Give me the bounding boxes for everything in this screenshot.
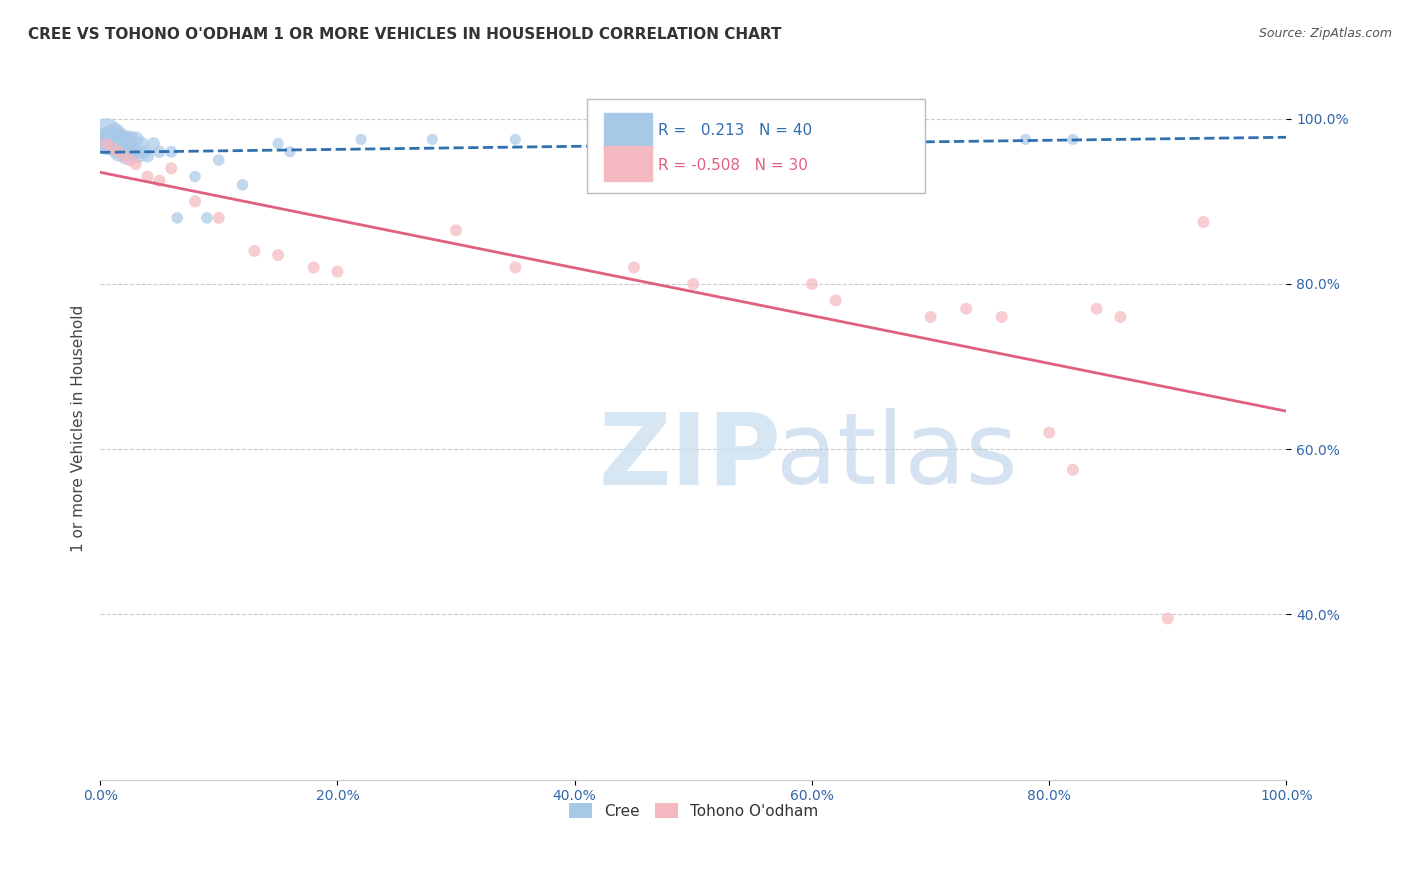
Point [112,132,135,146]
Text: atlas: atlas [776,409,1018,505]
Point [125,145,148,159]
Point [1062,132,1084,146]
Point [505,260,527,275]
Point [160,145,183,159]
Point [148,174,170,188]
Point [208,153,231,167]
Point [101,132,124,146]
Point [420,132,443,146]
Point [184,194,207,209]
Point [112,141,135,155]
Point [121,145,143,159]
Point [682,132,704,146]
Point [94,136,117,151]
Point [107,141,129,155]
Point [94,128,117,143]
Point [505,132,527,146]
Point [160,161,183,176]
Point [243,244,266,258]
Point [1192,215,1215,229]
Point [444,223,467,237]
Point [166,211,188,225]
Text: ZIP: ZIP [599,409,782,505]
Text: CREE VS TOHONO O'ODHAM 1 OR MORE VEHICLES IN HOUSEHOLD CORRELATION CHART: CREE VS TOHONO O'ODHAM 1 OR MORE VEHICLE… [28,27,782,42]
Point [112,149,135,163]
Point [108,145,131,159]
Point [267,136,290,151]
Point [350,132,373,146]
Point [208,211,231,225]
Point [125,157,148,171]
Point [107,132,129,146]
Point [1038,425,1060,440]
Point [136,149,159,163]
FancyBboxPatch shape [605,112,652,148]
Point [195,211,218,225]
Point [824,293,846,308]
Point [1062,463,1084,477]
Point [184,169,207,184]
Point [101,141,124,155]
Point [103,128,125,143]
Y-axis label: 1 or more Vehicles in Household: 1 or more Vehicles in Household [72,305,86,552]
Point [1014,132,1036,146]
FancyBboxPatch shape [586,98,925,194]
Point [231,178,253,192]
Point [127,149,149,163]
Point [118,132,141,146]
Point [148,145,170,159]
Point [267,248,290,262]
Point [118,136,141,151]
Point [110,136,132,151]
Point [682,277,704,291]
Point [955,301,977,316]
Point [990,310,1012,324]
Legend: Cree, Tohono O'odham: Cree, Tohono O'odham [562,797,824,824]
Text: R = -0.508   N = 30: R = -0.508 N = 30 [658,158,807,173]
Point [115,149,138,163]
Point [97,132,120,146]
Point [920,310,942,324]
Text: Source: ZipAtlas.com: Source: ZipAtlas.com [1258,27,1392,40]
Point [278,145,301,159]
Point [131,136,153,151]
Point [134,145,156,159]
Text: R =   0.213   N = 40: R = 0.213 N = 40 [658,122,811,137]
Point [706,132,728,146]
Point [623,260,645,275]
Point [104,136,127,151]
Point [1109,310,1132,324]
Point [118,153,141,167]
Point [1085,301,1108,316]
Point [125,132,148,146]
Point [107,145,129,159]
Point [98,136,121,151]
Point [800,277,823,291]
Point [142,136,165,151]
Point [115,145,138,159]
FancyBboxPatch shape [605,146,652,181]
Point [1157,611,1180,625]
Point [326,264,349,278]
Point [302,260,325,275]
Point [136,169,159,184]
